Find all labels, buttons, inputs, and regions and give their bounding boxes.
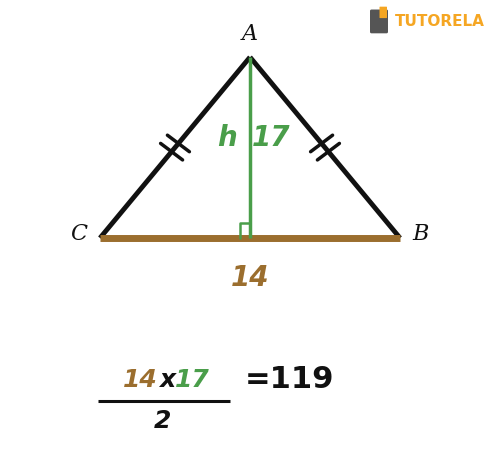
Text: x: x — [160, 368, 176, 392]
Text: 14: 14 — [122, 368, 158, 392]
FancyBboxPatch shape — [380, 7, 387, 18]
Text: TUTORELA: TUTORELA — [395, 14, 485, 29]
Text: 17: 17 — [175, 368, 210, 392]
FancyBboxPatch shape — [370, 10, 388, 33]
Text: 17: 17 — [252, 124, 290, 152]
Text: 14: 14 — [231, 264, 269, 292]
Text: h: h — [218, 124, 238, 152]
Text: C: C — [70, 223, 88, 245]
Text: 2: 2 — [154, 409, 171, 433]
Text: A: A — [242, 23, 258, 45]
Text: B: B — [412, 223, 429, 245]
Text: =119: =119 — [245, 366, 334, 394]
